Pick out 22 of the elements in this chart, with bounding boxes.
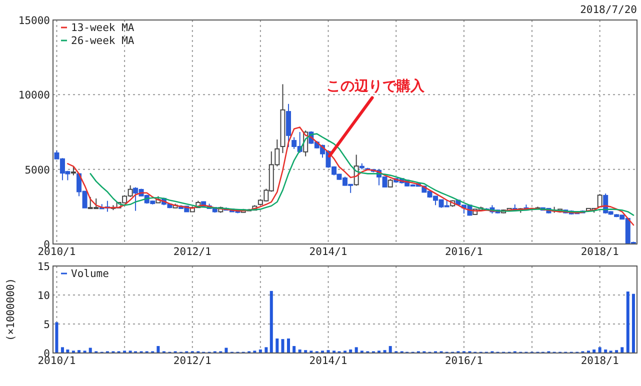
x-tick-label: 2018/1 bbox=[580, 246, 619, 258]
y-tick-label: 15000 bbox=[18, 15, 50, 27]
y-tick-label: 10000 bbox=[18, 90, 50, 102]
x-tick-label: 2012/1 bbox=[173, 355, 212, 367]
x-tick-label: 2014/1 bbox=[309, 246, 348, 258]
x-tick-label: 2012/1 bbox=[173, 246, 212, 258]
y-tick-label: 5000 bbox=[24, 164, 50, 176]
legend-label: 26-week MA bbox=[71, 35, 135, 47]
x-tick-label: 2010/1 bbox=[38, 355, 76, 367]
x-tick-label: 2016/1 bbox=[444, 355, 483, 367]
x-tick-label: 2016/1 bbox=[444, 246, 483, 258]
x-tick-label: 2018/1 bbox=[580, 355, 619, 367]
y-tick-label: 5 bbox=[44, 319, 50, 331]
annotation: この辺りで購入 bbox=[326, 78, 426, 95]
x-tick-label: 2014/1 bbox=[309, 355, 348, 367]
x-tick-label: 2010/1 bbox=[38, 246, 76, 258]
text: 2018/7/20 bbox=[580, 4, 637, 16]
y-tick-label: 15 bbox=[37, 261, 50, 273]
legend-label: 13-week MA bbox=[71, 22, 135, 34]
y-axis-title: (×1000000) bbox=[5, 278, 17, 342]
legend-label: Volume bbox=[71, 268, 109, 280]
y-tick-label: 10 bbox=[37, 290, 50, 302]
